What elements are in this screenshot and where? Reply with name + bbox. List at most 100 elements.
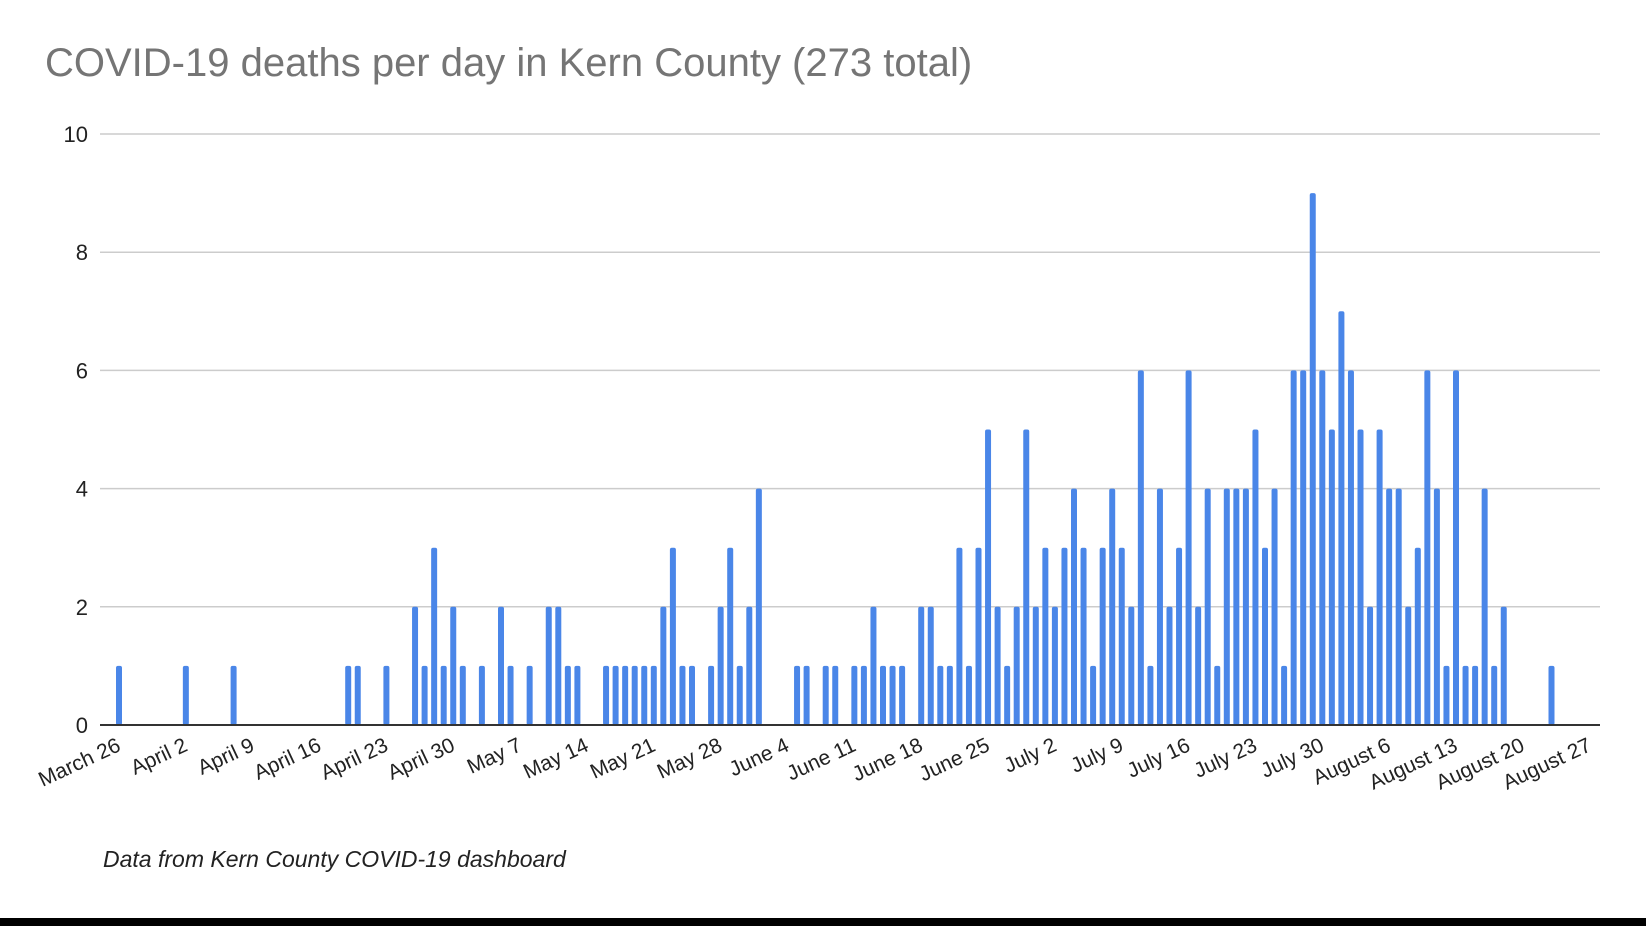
bar — [1137, 370, 1144, 725]
bar — [832, 665, 839, 725]
bar — [1271, 488, 1278, 725]
bar — [1223, 488, 1230, 725]
bar — [1443, 665, 1450, 725]
x-tick-label: April 16 — [250, 734, 324, 785]
bar — [880, 665, 886, 725]
bar — [230, 665, 237, 725]
bar — [1118, 547, 1125, 725]
y-tick-label: 8 — [76, 240, 88, 265]
bar — [1462, 665, 1469, 725]
bar — [1481, 488, 1488, 725]
y-tick-label: 2 — [76, 595, 88, 620]
bar — [526, 665, 533, 725]
bar — [545, 606, 552, 725]
bar — [736, 665, 743, 725]
bar — [746, 606, 753, 725]
bar — [421, 665, 428, 725]
bar — [669, 547, 676, 725]
bar — [440, 665, 447, 725]
bar — [994, 606, 1001, 725]
bar — [708, 665, 715, 725]
gridlines — [100, 133, 1600, 608]
bar — [1386, 488, 1393, 725]
x-tick-label: May 7 — [464, 734, 526, 779]
bar — [937, 665, 944, 725]
bar — [345, 665, 352, 725]
bar — [1147, 665, 1154, 725]
bar — [1214, 665, 1221, 725]
bar — [965, 665, 972, 725]
bar — [1013, 606, 1020, 725]
x-tick-label: July 23 — [1191, 734, 1261, 783]
x-tick-label: April 23 — [317, 734, 391, 785]
x-tick-label: May 21 — [587, 734, 659, 784]
bar — [1262, 547, 1268, 725]
bar — [870, 606, 877, 725]
bar — [1042, 547, 1049, 725]
bar — [1166, 606, 1173, 725]
bar — [975, 547, 982, 725]
bar — [1051, 606, 1058, 725]
bar — [1328, 429, 1335, 725]
bar — [1290, 370, 1297, 725]
bar — [1233, 488, 1240, 725]
bar — [603, 665, 610, 725]
bar — [1300, 370, 1307, 725]
bar — [507, 665, 514, 725]
bar — [1281, 665, 1288, 725]
bar — [985, 429, 992, 725]
bar — [794, 665, 801, 725]
bar — [1109, 488, 1116, 725]
bar — [354, 665, 361, 725]
bar — [755, 488, 762, 725]
bar — [1061, 547, 1068, 725]
bar — [498, 606, 504, 725]
bar — [631, 665, 638, 725]
y-tick-label: 4 — [76, 477, 88, 502]
bar — [1204, 488, 1211, 725]
bar — [1185, 370, 1192, 725]
bar — [1405, 606, 1412, 725]
bar — [1424, 370, 1431, 725]
bar — [899, 665, 906, 725]
bar — [660, 606, 667, 725]
bar — [1548, 665, 1555, 725]
bar — [822, 665, 829, 725]
bar — [1156, 488, 1163, 725]
y-tick-label: 6 — [76, 358, 88, 383]
bar — [1176, 547, 1183, 725]
bar — [1071, 488, 1077, 725]
bar — [612, 665, 619, 725]
source-note: Data from Kern County COVID-19 dashboard — [103, 846, 567, 872]
y-tick-label: 10 — [64, 122, 88, 147]
bar — [1032, 606, 1039, 725]
bar — [1023, 429, 1030, 725]
bar — [1099, 547, 1106, 725]
bar — [650, 665, 657, 725]
bar — [1357, 429, 1364, 725]
bar — [927, 606, 934, 725]
bar — [803, 665, 810, 725]
bar — [1128, 606, 1135, 725]
x-tick-label: April 30 — [384, 734, 458, 785]
bar — [641, 665, 648, 725]
bar — [1414, 547, 1421, 725]
bar — [679, 665, 686, 725]
x-tick-label: March 26 — [35, 734, 124, 792]
bar — [1090, 665, 1097, 725]
bar — [182, 665, 189, 725]
bar — [459, 665, 466, 725]
x-tick-label: April 2 — [127, 734, 191, 780]
bar — [622, 665, 629, 725]
bar — [1004, 665, 1011, 725]
x-tick-label: May 14 — [520, 734, 592, 784]
bar — [1453, 370, 1459, 725]
bar — [412, 606, 419, 725]
bar — [574, 665, 581, 725]
bar — [1338, 311, 1345, 725]
x-tick-label: June 4 — [726, 734, 793, 782]
y-tick-label: 0 — [76, 713, 88, 738]
y-axis-ticks: 0 2 4 6 8 10 — [64, 122, 88, 738]
x-tick-label: July 16 — [1124, 734, 1194, 783]
